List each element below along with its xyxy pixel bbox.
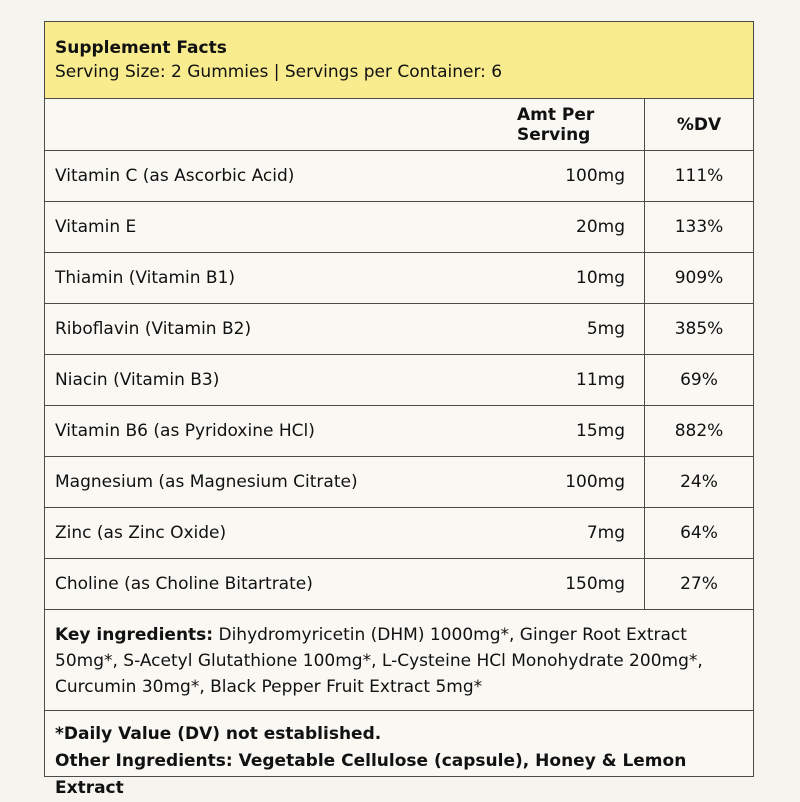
nutrient-amount: 7mg (517, 508, 645, 558)
nutrient-row: Thiamin (Vitamin B1) 10mg 909% (45, 253, 753, 304)
nutrient-row: Zinc (as Zinc Oxide) 7mg 64% (45, 508, 753, 559)
nutrient-name: Thiamin (Vitamin B1) (55, 268, 236, 288)
nutrient-dv: 882% (674, 421, 724, 441)
serving-info: Serving Size: 2 Gummies | Servings per C… (55, 62, 503, 82)
nutrient-name: Riboflavin (Vitamin B2) (55, 319, 252, 339)
nutrient-amount: 100mg (517, 457, 645, 507)
facts-title: Supplement Facts (55, 38, 227, 58)
nutrient-name: Choline (as Choline Bitartrate) (55, 574, 313, 594)
nutrient-name: Zinc (as Zinc Oxide) (55, 523, 227, 543)
facts-footer: *Daily Value (DV) not established. Other… (45, 711, 753, 802)
nutrient-amount: 150mg (517, 559, 645, 609)
nutrient-row: Riboflavin (Vitamin B2) 5mg 385% (45, 304, 753, 355)
column-header-dv: %DV (676, 114, 722, 135)
nutrient-name: Vitamin E (55, 217, 137, 237)
dv-note: *Daily Value (DV) not established. (55, 724, 382, 744)
key-ingredients: Key ingredients: Dihydromyricetin (DHM) … (45, 610, 753, 711)
key-ingredients-label: Key ingredients: (55, 625, 214, 645)
nutrient-amount: 10mg (517, 253, 645, 303)
nutrient-list: Vitamin C (as Ascorbic Acid) 100mg 111% Vit… (45, 151, 753, 610)
nutrient-row: Vitamin B6 (as Pyridoxine HCl) 15mg 882% (45, 406, 753, 457)
nutrient-row: Vitamin C (as Ascorbic Acid) 100mg 111% (45, 151, 753, 202)
column-header-row: Amt Per Serving %DV (45, 99, 753, 151)
nutrient-dv: 111% (674, 166, 724, 186)
supplement-facts-panel: Supplement Facts Serving Size: 2 Gummies… (44, 21, 754, 798)
other-ingredients: Other Ingredients: Vegetable Cellulose (… (55, 751, 687, 798)
column-header-name (45, 99, 517, 150)
nutrient-name: Niacin (Vitamin B3) (55, 370, 220, 390)
nutrient-dv: 64% (680, 523, 718, 543)
column-header-amount: Amt Per Serving (517, 99, 645, 150)
nutrient-row: Choline (as Choline Bitartrate) 150mg 27% (45, 559, 753, 610)
facts-header: Supplement Facts Serving Size: 2 Gummies… (45, 22, 753, 99)
nutrient-name: Magnesium (as Magnesium Citrate) (55, 472, 358, 492)
nutrient-dv: 133% (674, 217, 724, 237)
nutrient-amount: 100mg (517, 151, 645, 201)
nutrient-row: Niacin (Vitamin B3) 11mg 69% (45, 355, 753, 406)
nutrient-dv: 385% (674, 319, 724, 339)
nutrient-dv: 24% (680, 472, 718, 492)
nutrient-dv: 909% (674, 268, 724, 288)
nutrient-row: Magnesium (as Magnesium Citrate) 100mg 24% (45, 457, 753, 508)
key-ingredients-text: Dihydromyricetin (DHM) 1000mg*, Ginger R… (55, 625, 703, 697)
nutrient-row: Vitamin E 20mg 133% (45, 202, 753, 253)
nutrient-amount: 20mg (517, 202, 645, 252)
nutrient-name: Vitamin C (as Ascorbic Acid) (55, 166, 295, 186)
nutrient-amount: 15mg (517, 406, 645, 456)
nutrient-amount: 11mg (517, 355, 645, 405)
nutrient-dv: 69% (680, 370, 718, 390)
nutrient-name: Vitamin B6 (as Pyridoxine HCl) (55, 421, 315, 441)
nutrient-dv: 27% (680, 574, 718, 594)
nutrient-amount: 5mg (517, 304, 645, 354)
